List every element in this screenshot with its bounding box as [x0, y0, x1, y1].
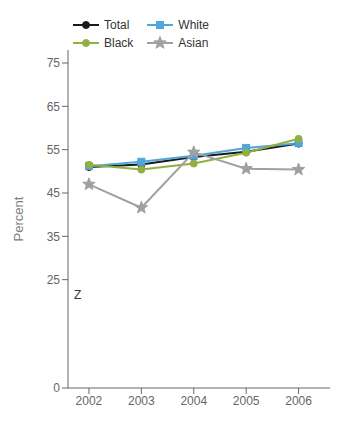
svg-text:2002: 2002	[76, 394, 103, 408]
html-text:Asian: Asian	[178, 36, 209, 50]
svg-text:65: 65	[47, 100, 61, 114]
svg-text:2005: 2005	[233, 394, 260, 408]
svg-text:25: 25	[47, 273, 61, 287]
svg-text:2006: 2006	[285, 394, 312, 408]
html-text:Black: Black	[104, 36, 134, 50]
svg-text:Z: Z	[74, 288, 81, 302]
svg-text:2003: 2003	[128, 394, 155, 408]
svg-text:45: 45	[47, 186, 61, 200]
svg-text:35: 35	[47, 230, 61, 244]
svg-text:75: 75	[47, 56, 61, 70]
html-text:White: White	[178, 18, 209, 32]
html-text:Total: Total	[104, 18, 130, 32]
svg-text:2004: 2004	[180, 394, 207, 408]
svg-text:Percent: Percent	[11, 196, 26, 241]
svg-text:0: 0	[53, 381, 60, 395]
svg-text:55: 55	[47, 143, 61, 157]
